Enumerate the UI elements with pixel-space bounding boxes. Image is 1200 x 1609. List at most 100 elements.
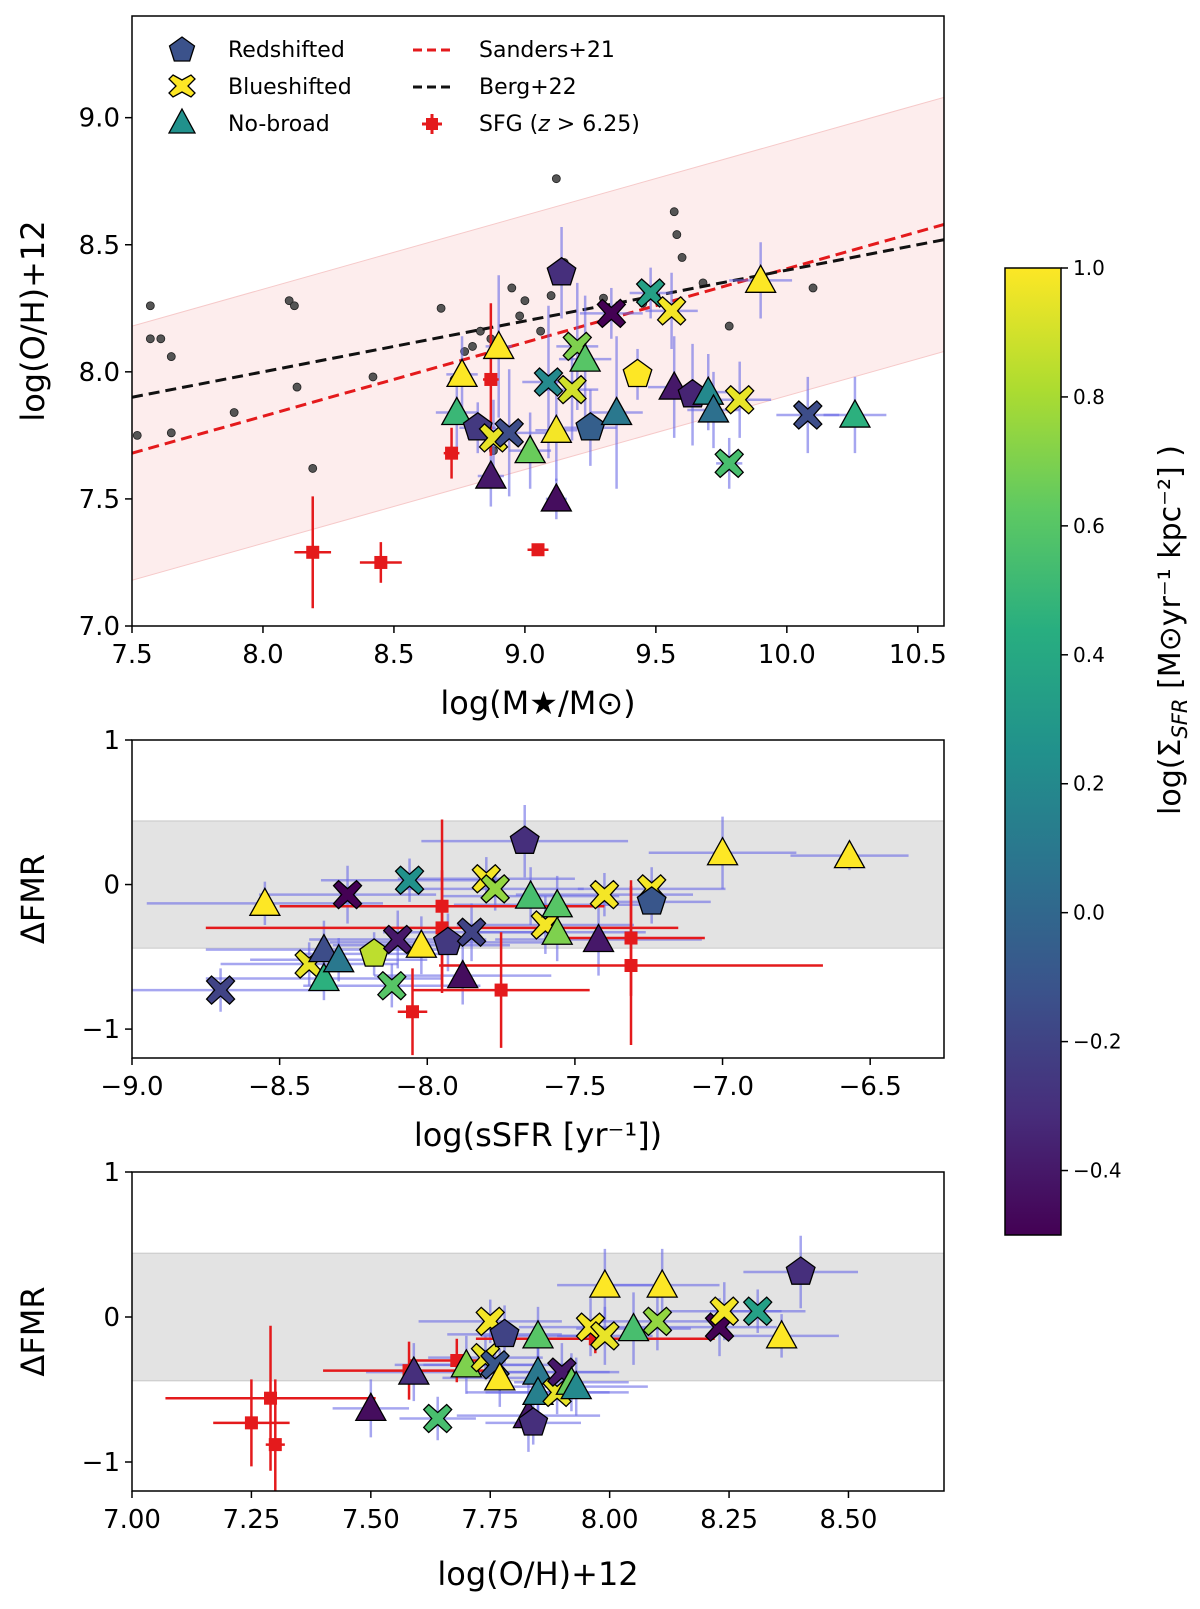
comparison-sample-point	[551, 174, 561, 184]
berg22-relation-line	[132, 238, 944, 399]
sfg-point	[494, 983, 508, 997]
x-marker	[642, 1306, 673, 1337]
legend-label: Redshifted	[228, 38, 345, 63]
x-tick-label: 9.5	[635, 640, 676, 670]
legend-label: Sanders+21	[479, 38, 615, 63]
x-tick-label: −7.0	[691, 1072, 754, 1102]
triangle-marker	[397, 1355, 430, 1385]
comparison-sample-point	[724, 321, 734, 331]
x-marker	[709, 1296, 740, 1327]
colorbar-tick-label: 0.0	[1073, 901, 1105, 925]
sfg-point	[484, 372, 498, 386]
sfg-point	[531, 543, 545, 557]
x-marker	[376, 970, 407, 1001]
x-tick-label: 7.50	[342, 1505, 400, 1535]
x-marker	[714, 448, 745, 479]
comparison-sample-point	[289, 301, 299, 311]
y-tick-label: −1	[82, 1448, 120, 1478]
y-tick-label: 1	[103, 1158, 120, 1188]
x-marker	[656, 295, 687, 326]
y-tick-label: 8.0	[79, 358, 120, 388]
comparison-sample-point	[536, 326, 546, 336]
comparison-sample-point	[436, 303, 446, 313]
y-tick-label: 7.5	[79, 485, 120, 515]
comparison-sample-point	[672, 230, 682, 239]
comparison-sample-point	[808, 283, 818, 293]
y-tick-label: 9.0	[79, 104, 120, 134]
plot-area	[132, 96, 944, 609]
comparison-sample-point	[229, 408, 239, 417]
comparison-sample-point	[520, 296, 530, 306]
triangle-marker	[482, 330, 515, 360]
pentagon-marker	[785, 1256, 816, 1285]
triangle-marker	[588, 1268, 621, 1298]
legend-label: SFG (z > 6.25)	[479, 112, 640, 137]
colorbar-tick-label: −0.4	[1073, 1159, 1122, 1183]
triangle-marker	[569, 342, 602, 372]
x-tick-label: 7.00	[103, 1505, 161, 1535]
x-tick-label: 10.0	[758, 640, 816, 670]
legend-pentagon-marker	[168, 36, 196, 62]
plot-area	[132, 805, 944, 1056]
colorbar-tick-label: 0.2	[1073, 772, 1105, 796]
x-marker	[724, 384, 755, 415]
mass-metallicity-panel: 7.5 8.0 8.5 9.0 9.5 10.0 10.57.07.58.08.59.0lo…	[14, 15, 947, 722]
x-tick-label: −8.5	[248, 1072, 311, 1102]
triangle-marker	[646, 1268, 679, 1298]
comparison-sample-point	[308, 464, 318, 473]
x-marker	[635, 278, 666, 308]
comparison-sample-point	[677, 253, 687, 262]
x-tick-label: −7.5	[543, 1072, 606, 1102]
x-axis-label: log(O/H)+12	[437, 1555, 638, 1593]
plot-frame	[131, 1171, 945, 1492]
comparison-sample-point	[546, 291, 556, 300]
x-tick-label: 7.25	[222, 1505, 280, 1535]
sanders21-relation-line	[132, 222, 944, 455]
dfmr-vs-metallicity-panel: 7.00 7.25 7.50 7.75 8.00 8.25 8.50 1 0 −1 log(O/H)…	[14, 1158, 945, 1593]
triangle-marker	[445, 358, 479, 388]
colorbar-tick-label: 0.8	[1073, 385, 1105, 409]
triangle-marker	[838, 398, 872, 428]
chart-legend: Redshifted Blueshifted No-broad Sanders+…	[167, 36, 640, 137]
plot-frame	[131, 15, 945, 627]
x-tick-label: 8.5	[373, 640, 414, 670]
x-marker	[394, 865, 425, 896]
triangle-marker	[697, 393, 730, 423]
triangle-marker	[440, 396, 473, 426]
colorbar-ticks: 1.0 0.8 0.6 0.4 0.2 0.0 −0.2 −0.4	[1061, 256, 1122, 1183]
colorbar-tick-label: 1.0	[1073, 256, 1105, 280]
triangle-marker	[833, 839, 866, 869]
pentagon-marker	[432, 926, 463, 956]
y-tick-label: 1	[103, 726, 120, 756]
y-tick-label: 7.0	[79, 612, 120, 642]
plot-frame	[131, 739, 945, 1059]
triangle-marker	[541, 915, 574, 945]
comparison-sample-point	[145, 334, 155, 344]
triangle-marker	[446, 959, 479, 989]
x-axis-label: log(sSFR [yr⁻¹])	[414, 1116, 662, 1154]
legend-red-square-marker	[426, 118, 438, 130]
x-marker	[480, 873, 511, 904]
legend-sfg: SFG (z > 6.25)	[422, 112, 640, 137]
y-tick-label: −1	[82, 1015, 120, 1045]
triangle-marker	[248, 886, 281, 916]
legend-blueshifted: Blueshifted	[168, 74, 352, 100]
x-marker	[557, 374, 587, 405]
triangle-marker	[307, 962, 341, 992]
plot-area	[132, 1235, 944, 1491]
pentagon-marker	[636, 886, 667, 915]
sanders21-scatter-band	[132, 96, 944, 581]
legend-triangle-marker	[167, 107, 197, 134]
x-tick-label: −8.0	[396, 1072, 459, 1102]
pentagon-marker	[622, 358, 653, 388]
y-tick-label: 0	[103, 1303, 120, 1333]
x-marker	[205, 975, 236, 1005]
sfg-point	[624, 958, 638, 972]
x-marker	[382, 924, 413, 955]
triangle-marker	[405, 928, 438, 958]
triangle-marker	[560, 1370, 593, 1400]
colorbar-gradient	[1004, 267, 1062, 1236]
x-marker	[332, 879, 363, 910]
legend-no-broad: No-broad	[167, 107, 330, 137]
x-marker	[596, 298, 627, 329]
